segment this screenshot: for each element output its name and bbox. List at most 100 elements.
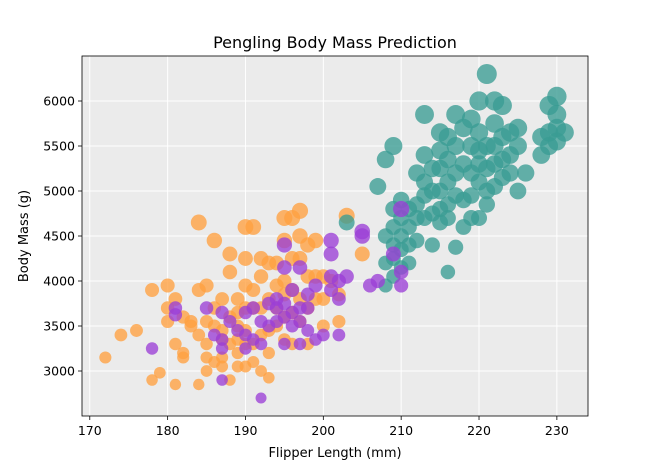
data-point [338,214,355,231]
data-point [193,378,205,391]
data-point [262,346,275,360]
data-point [409,232,425,249]
data-point [462,187,480,204]
data-point [385,246,401,262]
data-point [547,86,567,107]
data-point [370,273,385,289]
data-point [291,202,309,219]
data-point [215,342,229,355]
chart-title: Pengling Body Mass Prediction [213,33,457,52]
data-point [393,200,410,218]
data-point [145,342,159,355]
data-point [114,328,128,342]
y-tick-label: 3500 [43,319,75,334]
x-axis-label: Flipper Length (mm) [268,446,401,461]
data-point [199,278,214,293]
data-point [376,150,395,169]
data-point [461,109,481,129]
data-point [476,64,497,84]
data-point [239,342,252,355]
data-point [393,264,409,280]
data-point [354,228,370,244]
data-point [153,366,166,379]
data-point [222,246,238,262]
data-point [439,150,457,169]
data-point [216,360,229,373]
y-tick-label: 4500 [43,229,75,244]
data-point [215,333,229,346]
data-point [215,305,229,320]
data-point [446,137,465,155]
data-point [222,264,238,280]
data-point [339,269,354,284]
data-point [469,123,489,142]
data-point [215,292,230,306]
data-point [177,351,190,364]
data-point [263,371,275,384]
data-point [130,324,143,337]
data-point [146,374,158,386]
y-tick-label: 5000 [43,184,75,199]
data-point [169,378,182,391]
data-point [293,337,307,351]
y-tick-label: 4000 [43,274,75,289]
data-point [99,351,112,364]
data-point [307,232,324,249]
y-tick-label: 3000 [43,364,75,379]
data-point [200,365,213,377]
x-tick-label: 230 [545,423,569,438]
data-point [301,324,315,337]
data-point [316,328,330,342]
data-point [192,328,206,342]
data-point [277,260,292,275]
data-point [247,356,260,368]
x-tick-label: 170 [78,423,102,438]
data-point [369,178,387,195]
data-point [440,264,456,280]
x-tick-label: 180 [156,423,180,438]
data-point [184,319,198,333]
data-point [223,314,237,329]
data-point [245,219,262,235]
data-point [246,301,261,315]
data-point [492,95,512,116]
data-point [354,246,370,262]
data-point [424,237,440,253]
data-point [160,278,175,293]
data-point [469,91,489,111]
y-tick-label: 6000 [43,94,75,109]
data-point [439,210,456,226]
data-point [278,337,291,351]
plot-frame [81,55,589,417]
data-point [276,237,293,253]
data-point [216,351,229,364]
data-point [446,105,466,124]
data-point [384,137,403,155]
data-point [254,337,268,351]
data-point [555,123,574,142]
data-point [448,239,464,255]
x-tick-label: 200 [311,423,335,438]
data-point [323,232,339,249]
data-point [316,319,330,333]
data-point [394,278,409,293]
data-point [253,269,269,284]
data-point [547,105,567,124]
data-point [230,292,245,306]
data-point [216,374,228,386]
data-point [293,314,307,329]
data-point [508,118,528,138]
data-point [199,301,214,315]
data-point [255,392,267,404]
data-point [200,337,213,351]
data-point [246,283,261,297]
y-axis-label: Body Mass (g) [17,190,32,282]
data-point [501,164,519,182]
data-point [332,292,346,306]
data-point [485,114,504,133]
series-2 [145,200,410,404]
data-point [145,283,160,297]
data-point [255,365,267,377]
data-point [415,105,434,124]
data-point [308,278,323,293]
